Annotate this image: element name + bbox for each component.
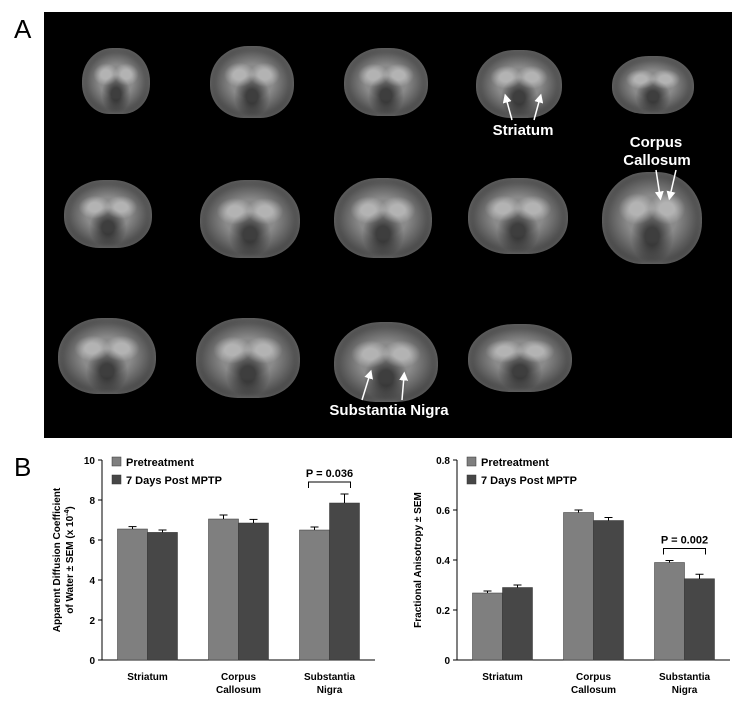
y-axis-label-superscript: -4	[64, 509, 71, 515]
corpus-callosum-label-line1: Corpus	[629, 134, 683, 151]
mri-slice	[344, 48, 428, 116]
arrow-icon	[502, 93, 513, 121]
y-axis-label-line1: Fractional Anisotropy ± SEM	[413, 492, 424, 628]
x-tick-label: Callosum	[571, 685, 616, 696]
bar	[208, 518, 239, 661]
y-axis-label: Fractional Anisotropy ± SEM	[413, 492, 424, 628]
bar	[563, 512, 594, 661]
mri-slice	[468, 324, 572, 392]
legend-label: Pretreatment	[126, 457, 194, 469]
panel-b-label: B	[14, 452, 32, 482]
y-tick-label: 0.6	[436, 506, 450, 517]
panel-a-label: A	[14, 14, 32, 44]
mri-slice	[468, 178, 568, 254]
mri-arrows	[361, 93, 677, 401]
y-tick-label: 6	[89, 536, 95, 547]
arrow-icon	[654, 169, 664, 201]
x-tick-label: Callosum	[216, 685, 261, 696]
y-tick-label: 0.8	[436, 456, 450, 467]
significance-bracket	[663, 548, 706, 555]
mri-slice	[58, 318, 156, 394]
arrow-icon	[666, 169, 677, 201]
bar	[593, 520, 624, 661]
mri-slice	[334, 178, 432, 258]
mri-slice	[210, 46, 294, 118]
x-tick-label: Nigra	[317, 685, 343, 696]
x-tick-label: Substantia	[659, 672, 711, 683]
mri-slice	[334, 322, 438, 402]
substantia-nigra-label: Substantia Nigra	[329, 402, 449, 419]
y-tick-label: 2	[89, 616, 95, 627]
bar	[299, 529, 330, 661]
x-tick-label: Corpus	[576, 672, 611, 683]
legend-label: Pretreatment	[481, 457, 549, 469]
legend-label: 7 Days Post MPTP	[126, 475, 222, 487]
x-tick-label: Substantia	[304, 672, 356, 683]
legend-label: 7 Days Post MPTP	[481, 475, 577, 487]
arrow-icon	[399, 371, 409, 401]
arrow-icon	[361, 369, 373, 401]
y-tick-label: 8	[89, 496, 95, 507]
y-axis-label-close: )	[65, 506, 76, 509]
corpus-callosum-label-line2: Callosum	[623, 152, 691, 169]
bar	[684, 578, 715, 661]
fa-bar-chart: Fractional Anisotropy ± SEM 0 0.2 0.4 0.6 0.8…	[413, 456, 730, 696]
y-tick-label: 0.2	[436, 606, 450, 617]
bar	[147, 532, 178, 661]
y-axis-label-line2: of Water ± SEM (x 10	[65, 515, 76, 613]
legend-swatch	[111, 456, 122, 467]
y-tick-label: 4	[89, 576, 95, 587]
y-tick-label: 0	[89, 656, 95, 667]
bar	[472, 592, 503, 661]
bar	[238, 522, 269, 661]
mri-slice	[602, 172, 702, 264]
mri-slices-panel: Striatum Corpus Callosum Substantia Nigr…	[44, 12, 732, 438]
bar	[654, 562, 685, 661]
mri-slice	[612, 56, 694, 114]
y-axis-label-line1: Apparent Diffusion Coefficient	[52, 487, 63, 632]
significance-bracket	[308, 481, 351, 488]
p-value-annotation: P = 0.002	[661, 535, 708, 547]
y-tick-label: 10	[84, 456, 96, 467]
x-tick-label: Nigra	[672, 685, 698, 696]
x-tick-label: Corpus	[221, 672, 256, 683]
bar	[502, 587, 533, 661]
p-value-annotation: P = 0.036	[306, 468, 353, 480]
adc-bar-chart: Apparent Diffusion Coefficient of Water ±…	[52, 456, 375, 696]
striatum-label: Striatum	[492, 122, 554, 139]
bar	[329, 502, 360, 661]
x-tick-label: Striatum	[127, 672, 168, 683]
arrow-icon	[533, 93, 544, 121]
legend-swatch	[466, 474, 477, 485]
mri-slice	[476, 50, 562, 118]
y-tick-label: 0.4	[436, 556, 450, 567]
y-tick-label: 0	[444, 656, 450, 667]
mri-slice	[200, 180, 300, 258]
mri-slice	[64, 180, 152, 248]
y-axis-label: Apparent Diffusion Coefficient of Water ±…	[52, 487, 76, 632]
legend-swatch	[111, 474, 122, 485]
mri-slice	[82, 48, 150, 114]
mri-slice	[196, 318, 300, 398]
legend-swatch	[466, 456, 477, 467]
x-tick-label: Striatum	[482, 672, 523, 683]
bar	[117, 528, 148, 661]
